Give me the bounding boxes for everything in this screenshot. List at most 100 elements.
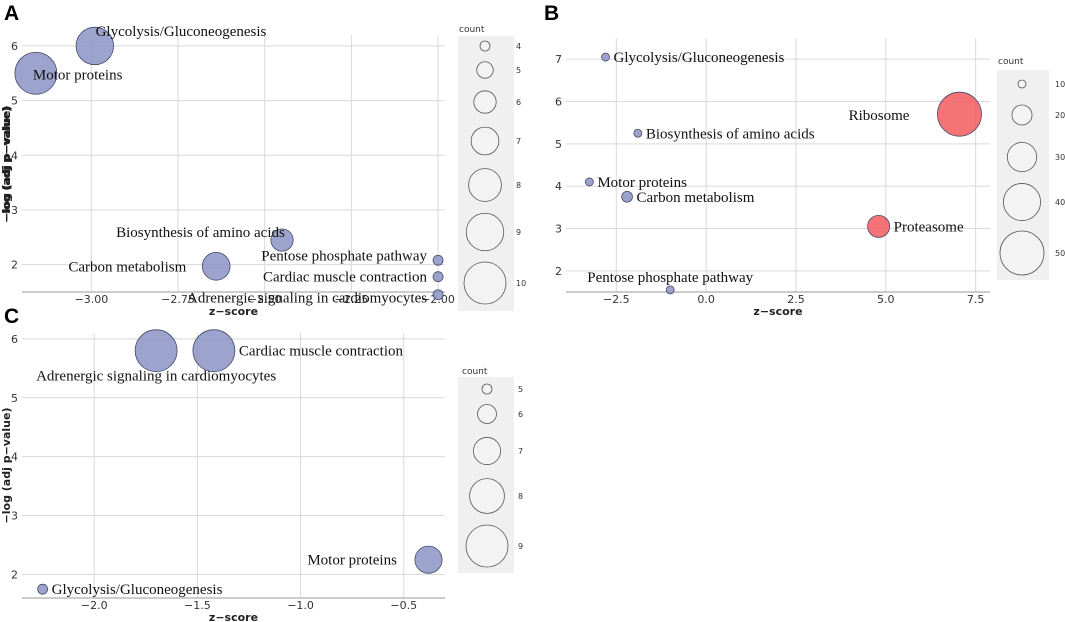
y-tick-label: 6 bbox=[555, 96, 562, 109]
legend-key-label: 5 bbox=[516, 66, 521, 75]
legend-key-circle bbox=[479, 40, 491, 52]
point-glycolysis-gluconeogenesis bbox=[37, 583, 49, 595]
legend-key-label: 8 bbox=[516, 181, 521, 190]
legend-key-label: 8 bbox=[518, 492, 523, 501]
point-label-adrenergic-signaling-in-cardiomyocytes: Adrenergic signaling in cardiomyocytes bbox=[187, 291, 427, 307]
legend-key-circle bbox=[473, 90, 497, 114]
y-tick-label: 4 bbox=[555, 180, 562, 193]
legend-key-label: 9 bbox=[516, 228, 521, 237]
x-tick-label: 5.0 bbox=[877, 293, 895, 306]
point-motor-proteins bbox=[14, 51, 58, 95]
point-glycolysis-gluconeogenesis bbox=[601, 52, 610, 62]
legend-key-label: 7 bbox=[518, 447, 523, 456]
panel-b: B −2.5 0.0 2.5 5.0 7.5 2 3 4 5 6 7 z−score −log (adj … bbox=[0, 2, 1065, 318]
size-legend: count 5 6 7 8 9 bbox=[458, 367, 523, 573]
point-carbon-metabolism bbox=[621, 190, 633, 203]
point-label-glycolysis-gluconeogenesis: Glycolysis/Gluconeogenesis bbox=[96, 24, 267, 40]
legend-key-circle bbox=[1003, 183, 1041, 221]
size-legend: count 10 20 30 40 50 bbox=[997, 57, 1065, 280]
legend-title: count bbox=[998, 57, 1024, 67]
legend-key-label: 40 bbox=[1055, 198, 1065, 207]
point-label-proteasome: Proteasome bbox=[894, 219, 964, 235]
legend-key-circle bbox=[481, 383, 493, 395]
y-tick-label: 3 bbox=[555, 223, 562, 236]
point-label-ribosome: Ribosome bbox=[849, 108, 910, 124]
x-tick-label: −2.50 bbox=[248, 293, 282, 306]
y-tick-label: 6 bbox=[11, 333, 18, 346]
point-label-carbon-metabolism: Carbon metabolism bbox=[68, 259, 186, 275]
point-carbon-metabolism bbox=[201, 252, 231, 281]
point-pentose-phosphate-pathway bbox=[432, 254, 444, 266]
y-tick-label: 2 bbox=[11, 259, 18, 272]
panel-letter: A bbox=[4, 2, 19, 25]
legend-key-label: 6 bbox=[516, 98, 521, 107]
legend-key-label: 30 bbox=[1055, 153, 1065, 162]
y-tick-label: 3 bbox=[11, 204, 18, 217]
legend-key-label: 6 bbox=[518, 410, 523, 419]
legend-key-label: 7 bbox=[516, 137, 521, 146]
x-tick-label: 2.5 bbox=[787, 293, 805, 306]
y-tick-label: 2 bbox=[555, 265, 562, 278]
legend-key-circle bbox=[1006, 141, 1038, 173]
y-tick-label: 6 bbox=[11, 40, 18, 53]
x-tick-label: −0.5 bbox=[390, 599, 417, 612]
legend-title: count bbox=[462, 367, 488, 377]
legend-key-label: 50 bbox=[1055, 249, 1065, 258]
legend-key-label: 20 bbox=[1055, 111, 1065, 120]
legend-title: count bbox=[459, 25, 485, 35]
y-tick-label: 5 bbox=[11, 95, 18, 108]
y-tick-label: 4 bbox=[11, 149, 18, 162]
point-motor-proteins bbox=[584, 177, 594, 187]
legend-key-circle bbox=[465, 524, 509, 568]
point-adrenergic-signaling-in-cardiomyocytes bbox=[432, 289, 444, 301]
point-label-pentose-phosphate-pathway: Pentose phosphate pathway bbox=[587, 270, 753, 286]
size-legend: count 4 5 6 7 8 9 10 bbox=[458, 25, 526, 311]
x-tick-label: 7.5 bbox=[967, 293, 985, 306]
legend-key-label: 10 bbox=[1055, 80, 1065, 89]
x-tick-label: −1.5 bbox=[184, 599, 211, 612]
x-tick-label: −2.0 bbox=[81, 599, 108, 612]
panel-letter: B bbox=[544, 2, 559, 25]
legend-key-circle bbox=[468, 168, 502, 202]
point-cardiac-muscle-contraction bbox=[432, 271, 444, 283]
point-label-motor-proteins: Motor proteins bbox=[597, 175, 687, 191]
point-pentose-phosphate-pathway bbox=[665, 285, 675, 295]
point-adrenergic-signaling-in-cardiomyocytes bbox=[134, 329, 178, 373]
y-tick-label: 3 bbox=[11, 510, 18, 523]
point-glycolysis-gluconeogenesis bbox=[75, 26, 114, 66]
point-label-motor-proteins: Motor proteins bbox=[33, 67, 123, 83]
panel-c: C −2.0 −1.5 −1.0 −0.5 2 3 4 5 6 z−score −log (adj p… bbox=[0, 305, 523, 622]
y-tick-label: 4 bbox=[11, 451, 18, 464]
point-proteasome bbox=[867, 214, 891, 238]
y-tick-label: 5 bbox=[555, 138, 562, 151]
point-label-glycolysis-gluconeogenesis: Glycolysis/Gluconeogenesis bbox=[614, 50, 785, 66]
y-tick-label: 7 bbox=[555, 53, 562, 66]
point-label-biosynthesis-of-amino-acids: Biosynthesis of amino acids bbox=[646, 126, 815, 142]
x-axis-title: z−score bbox=[209, 305, 258, 318]
legend-key-circle bbox=[1017, 79, 1027, 89]
x-axis-title: z−score bbox=[209, 611, 258, 622]
legend-key-circle bbox=[473, 437, 501, 465]
point-biosynthesis-of-amino-acids bbox=[270, 228, 294, 252]
point-label-glycolysis-gluconeogenesis: Glycolysis/Gluconeogenesis bbox=[52, 582, 223, 598]
legend-key-circle bbox=[469, 478, 505, 514]
legend-key-circle bbox=[476, 61, 494, 79]
legend-key-circle bbox=[999, 230, 1045, 276]
panel-a: A−3.00−2.75−2.50−2.25−2.0023456z−score−l… bbox=[0, 2, 526, 318]
y-axis-title: −log (adj p−value) bbox=[0, 408, 13, 524]
legend-key-circle bbox=[1011, 104, 1033, 126]
legend-key-circle bbox=[465, 212, 505, 252]
legend-key-label: 5 bbox=[518, 385, 523, 394]
x-tick-label: 0.0 bbox=[697, 293, 715, 306]
legend-key-label: 9 bbox=[518, 542, 523, 551]
legend-key-circle bbox=[463, 261, 507, 305]
y-axis-title: −log (adj p−value) bbox=[0, 106, 13, 222]
point-label-cardiac-muscle-contraction: Cardiac muscle contraction bbox=[263, 270, 428, 286]
x-tick-label: −3.00 bbox=[74, 293, 108, 306]
point-label-pentose-phosphate-pathway: Pentose phosphate pathway bbox=[261, 248, 427, 264]
point-label-motor-proteins: Motor proteins bbox=[307, 553, 397, 569]
point-label-biosynthesis-of-amino-acids: Biosynthesis of amino acids bbox=[116, 225, 285, 241]
x-tick-label: −2.25 bbox=[335, 293, 369, 306]
point-label-adrenergic-signaling-in-cardiomyocytes: Adrenergic signaling in cardiomyocytes bbox=[36, 369, 276, 385]
